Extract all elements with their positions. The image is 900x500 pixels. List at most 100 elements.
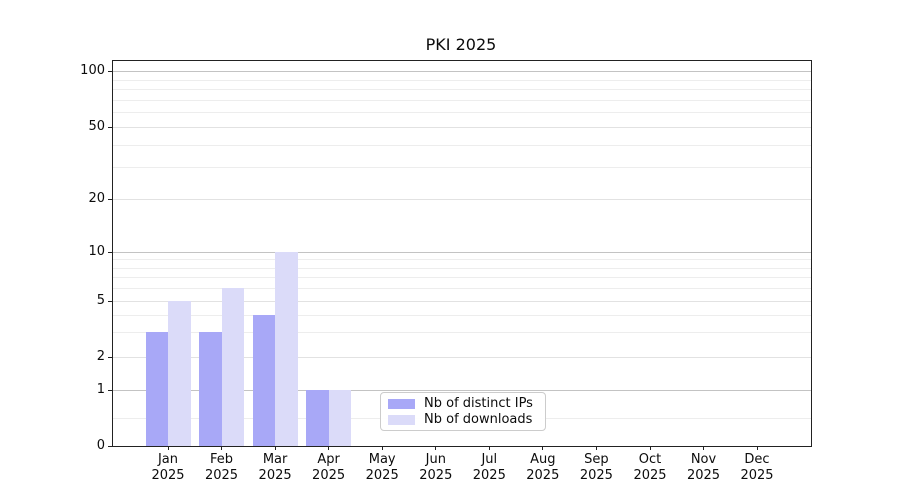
x-axis-tick-label: Apr 2025 — [301, 452, 357, 484]
year-label: 2025 — [204, 468, 239, 483]
y-axis-tick-label: 10 — [88, 244, 105, 259]
y-minor-gridline — [113, 277, 811, 279]
x-axis-tick — [381, 446, 383, 450]
y-minor-gridline — [113, 332, 811, 334]
month-label: Aug — [530, 452, 556, 467]
bar-downloads — [328, 390, 352, 446]
legend: Nb of distinct IPs Nb of downloads — [380, 392, 546, 431]
y-axis-tick — [108, 252, 112, 253]
bar-downloads — [275, 252, 298, 446]
y-minor-gridline — [113, 167, 811, 169]
y-axis-tick-label: 1 — [96, 382, 105, 397]
bar-downloads — [168, 301, 191, 446]
legend-swatch-distinct-ips — [388, 398, 415, 409]
x-axis-tick — [756, 446, 758, 450]
y-axis-tick-label: 100 — [80, 63, 105, 78]
year-label: 2025 — [258, 468, 292, 483]
y-axis-tick — [108, 199, 112, 200]
year-label: 2025 — [633, 468, 667, 483]
y-axis-tick — [108, 357, 112, 358]
x-axis-tick-label: Dec 2025 — [729, 452, 785, 484]
x-axis-tick-label: Aug 2025 — [515, 452, 571, 484]
month-label: Feb — [209, 452, 234, 467]
y-axis-tick — [108, 390, 112, 391]
year-label: 2025 — [312, 468, 346, 483]
y-minor-gridline — [113, 99, 811, 101]
y-axis-tick-label: 0 — [96, 438, 105, 453]
x-axis-tick-label: Nov 2025 — [676, 452, 732, 484]
x-axis-tick-label: Jan 2025 — [140, 452, 196, 484]
y-minor-gridline — [113, 89, 811, 90]
y-decade-gridline — [113, 252, 811, 253]
bar-distinct-ips — [145, 332, 168, 446]
plot-area: Nb of distinct IPs Nb of downloads 0 1 2 5 10… — [80, 60, 812, 483]
y-decade-gridline — [113, 71, 811, 72]
year-label: 2025 — [419, 468, 453, 483]
year-label: 2025 — [365, 468, 399, 483]
x-axis-tick — [703, 446, 704, 450]
month-label: Jan — [157, 452, 179, 467]
month-label: Oct — [638, 452, 662, 467]
y-axis-tick-label: 5 — [96, 293, 105, 308]
y-gridline — [113, 357, 811, 358]
y-gridline — [113, 199, 811, 200]
x-axis-tick-label: Sep 2025 — [568, 452, 624, 484]
x-axis-tick — [649, 446, 651, 450]
x-axis-tick-label: Feb 2025 — [194, 452, 250, 484]
x-axis-tick-label: May 2025 — [354, 452, 410, 484]
y-minor-gridline — [113, 267, 811, 269]
legend-label: Nb of distinct IPs — [424, 396, 533, 411]
legend-swatch-downloads — [388, 414, 415, 425]
year-label: 2025 — [579, 468, 613, 483]
legend-label: Nb of downloads — [424, 412, 533, 427]
y-minor-gridline — [113, 314, 811, 316]
y-gridline — [113, 127, 811, 128]
y-axis-tick-label: 50 — [88, 119, 105, 134]
x-axis-tick-label: Jun 2025 — [408, 452, 464, 484]
bar-distinct-ips — [306, 390, 329, 446]
y-minor-gridline — [113, 288, 811, 290]
month-label: Jun — [425, 452, 446, 467]
x-axis-tick — [595, 446, 597, 450]
year-label: 2025 — [686, 468, 721, 483]
x-axis-tick — [221, 446, 222, 450]
x-axis-tick — [542, 446, 544, 450]
y-minor-gridline — [113, 144, 811, 146]
year-label: 2025 — [472, 468, 506, 483]
legend-row: Nb of downloads — [388, 412, 538, 427]
x-axis-tick — [488, 446, 490, 450]
y-axis-tick — [108, 71, 112, 72]
x-axis-tick — [167, 446, 169, 450]
y-minor-gridline — [113, 259, 811, 261]
month-label: Jul — [481, 452, 498, 467]
y-decade-gridline — [113, 390, 811, 391]
legend-row: Nb of distinct IPs — [388, 396, 538, 411]
x-axis-tick-label: Jul 2025 — [461, 452, 517, 484]
x-axis-tick — [274, 446, 276, 450]
chart-title: PKI 2025 — [425, 35, 497, 54]
y-axis-tick — [108, 301, 112, 302]
y-axis-tick — [108, 446, 112, 447]
month-label: May — [368, 452, 396, 467]
y-minor-gridline — [113, 79, 811, 81]
month-label: Nov — [690, 452, 717, 467]
month-label: Apr — [317, 452, 340, 467]
x-axis-tick — [435, 446, 437, 450]
bar-distinct-ips — [252, 314, 276, 446]
bar-downloads — [221, 288, 244, 446]
bar-distinct-ips — [199, 332, 222, 446]
y-axis-tick-label: 20 — [88, 191, 105, 206]
year-label: 2025 — [151, 468, 185, 483]
y-minor-gridline — [113, 112, 811, 114]
year-label: 2025 — [526, 468, 560, 483]
month-label: Dec — [744, 452, 770, 467]
y-gridline — [113, 301, 811, 302]
year-label: 2025 — [740, 468, 774, 483]
month-label: Sep — [584, 452, 609, 467]
y-axis-tick — [108, 127, 112, 128]
x-axis-tick-label: Oct 2025 — [622, 452, 678, 484]
x-axis-tick-label: Mar 2025 — [247, 452, 303, 484]
y-axis-tick-label: 2 — [96, 349, 105, 364]
month-label: Mar — [262, 452, 288, 467]
